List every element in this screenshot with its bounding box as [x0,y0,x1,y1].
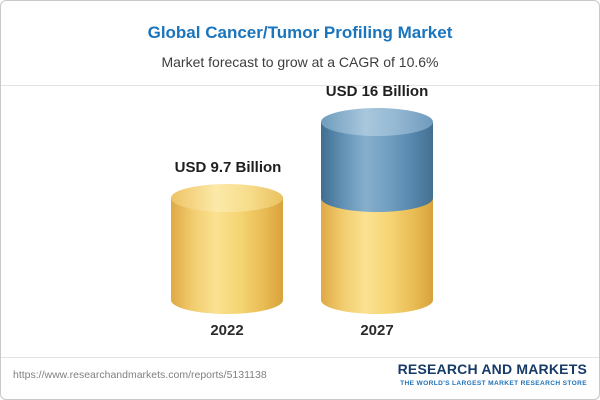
bar-2027-growth-segment [321,108,433,212]
footer-divider [1,357,599,358]
header-divider [1,85,599,86]
bar-2022 [171,184,283,314]
bar-2022-body [171,184,283,314]
bar-2027-base-segment [321,198,433,314]
bar-2027-top-ellipse [321,108,433,136]
company-logo-tagline: THE WORLD'S LARGEST MARKET RESEARCH STOR… [400,380,587,387]
company-logo-name: RESEARCH AND MARKETS [397,361,587,377]
value-label-2022: USD 9.7 Billion [174,159,282,176]
bar-2027 [321,108,433,314]
category-label-2027: 2027 [360,322,394,339]
value-label-2027: USD 16 Billion [325,83,429,100]
source-url-link[interactable]: https://www.researchandmarkets.com/repor… [13,369,267,381]
bar-2022-top-ellipse [171,184,283,212]
category-label-2022: 2022 [210,322,244,339]
chart-title: Global Cancer/Tumor Profiling Market [147,23,453,42]
chart-header: Global Cancer/Tumor Profiling Market Mar… [1,1,599,70]
chart-subtitle: Market forecast to grow at a CAGR of 10.… [161,54,439,70]
company-logo: RESEARCH AND MARKETS THE WORLD'S LARGEST… [398,361,587,387]
